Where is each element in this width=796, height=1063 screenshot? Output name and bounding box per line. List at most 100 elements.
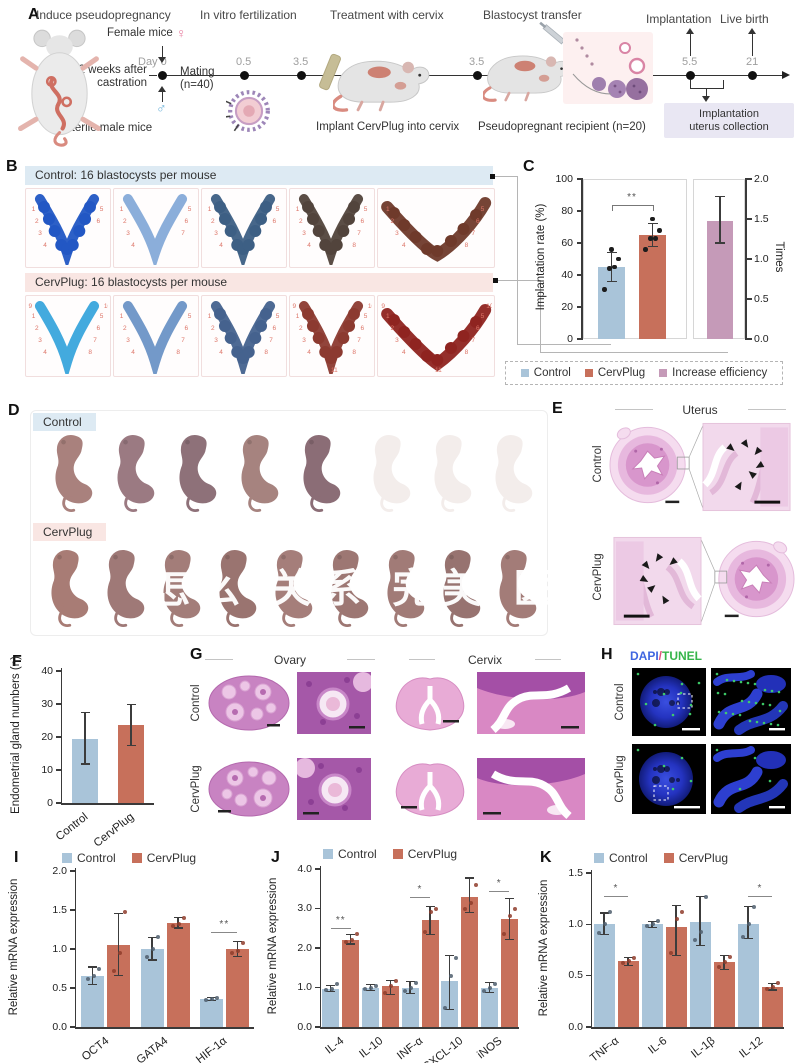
significance-line	[410, 896, 430, 898]
connector-square-control	[490, 174, 495, 179]
x-category-label: IL-6	[646, 1035, 670, 1057]
svg-text:4: 4	[43, 242, 47, 249]
svg-text:6: 6	[476, 218, 480, 225]
y-axis	[74, 868, 76, 1027]
row-label-cervplug: CervPlug	[614, 755, 626, 803]
female-mice-label: Female mice	[107, 27, 173, 39]
data-point	[602, 287, 607, 292]
error-cap	[671, 954, 681, 956]
error-bar	[84, 712, 86, 765]
significance-label: **	[627, 191, 637, 203]
bracket-bottom	[689, 88, 724, 90]
panel-h-tunel: H DAPI/TUNEL Control CervPlug	[585, 645, 796, 850]
male-arrow-head	[158, 86, 166, 92]
uterus-histology-control	[608, 416, 796, 518]
data-point	[669, 951, 673, 956]
x-axis	[319, 1027, 519, 1029]
error-cap	[647, 245, 658, 247]
error-cap	[715, 242, 725, 244]
timeline-dot-55	[685, 70, 695, 80]
step-transfer: Blastocyst transfer	[483, 8, 582, 22]
y-tick-label: 40	[561, 268, 573, 281]
pup-silhouette	[430, 545, 488, 629]
cervix-title: Cervix	[467, 653, 502, 667]
title-line-right	[748, 409, 786, 410]
legend-item: CervPlug	[663, 851, 728, 865]
svg-text:7: 7	[269, 337, 273, 344]
y-tick-label: 3.0	[297, 902, 312, 914]
row-label-control: Control	[592, 445, 604, 483]
cervix-overview-cervplug	[387, 758, 473, 820]
error-cap	[623, 964, 633, 966]
fluorescence-tile	[711, 668, 791, 736]
data-point	[632, 956, 636, 961]
panel-d-pups: D Control CervPlug	[0, 398, 638, 640]
fluorescence-tile	[711, 744, 791, 814]
y-tick-label: 0.0	[297, 1020, 312, 1033]
svg-text:6: 6	[97, 325, 101, 332]
panel-label-d: D	[8, 402, 20, 419]
error-cap	[114, 913, 124, 915]
watermark-text: 怎么 关系 完美 医院?	[150, 567, 648, 611]
legend-item: Control	[520, 367, 571, 379]
pup-silhouette	[318, 545, 376, 629]
uterus-photo: 1 2 34 5 678 9 10 11	[292, 301, 372, 374]
y-tick	[585, 872, 591, 874]
data-point	[429, 910, 433, 915]
data-point	[151, 947, 155, 951]
error-cap	[599, 912, 609, 914]
data-point	[122, 909, 127, 914]
bar	[737, 924, 759, 1027]
error-cap	[114, 974, 124, 977]
significance-line	[330, 928, 351, 930]
significance-label: **	[335, 915, 346, 927]
bracket-left	[689, 80, 691, 88]
pup-svg	[495, 434, 533, 512]
control-chip: Control	[33, 413, 96, 431]
error-cap	[647, 223, 658, 225]
data-point	[409, 985, 413, 990]
plot-frame	[583, 179, 687, 339]
y-tick-label: 1.5	[52, 903, 67, 916]
connector-line	[498, 280, 540, 281]
data-point	[656, 919, 660, 924]
data-point	[616, 256, 621, 262]
timeline-dot-35b	[472, 70, 482, 80]
y-tick-label: 80	[561, 204, 573, 217]
data-point	[182, 915, 186, 920]
legend-label: Increase efficiency	[672, 367, 768, 379]
sterile-male-label: Sterile male mice	[64, 122, 153, 134]
y-tick-label: 2.0	[52, 864, 67, 877]
cervplug-group-header: CervPlug: 16 blastocysts per mouse	[25, 273, 493, 292]
pup-silhouette	[228, 430, 286, 514]
y-tick-label-right: 0.5	[754, 292, 769, 305]
legend-item: Control	[323, 847, 377, 861]
error-cap	[715, 196, 725, 198]
y-tick	[576, 242, 582, 244]
error-cap	[326, 984, 336, 987]
uterus-image-tile: 1 2 34 5 678 9 10	[25, 295, 111, 377]
bar	[421, 919, 439, 1027]
ovary-zoom-cervplug	[297, 758, 371, 820]
castration-note-2: castration	[97, 77, 147, 89]
y-tick-label: 30	[41, 697, 53, 710]
pup-svg	[107, 549, 145, 627]
svg-text:2: 2	[35, 325, 39, 332]
error-cap	[232, 940, 242, 942]
data-point	[215, 996, 220, 1001]
svg-text:10: 10	[486, 303, 492, 310]
y-tick-label: 0.0	[568, 1020, 583, 1033]
svg-text:9: 9	[381, 303, 385, 310]
significance-label: **	[219, 918, 230, 930]
data-point	[349, 938, 354, 943]
error-cap	[445, 955, 455, 957]
legend: Control CervPlug	[62, 851, 196, 865]
cervplug-chip: CervPlug	[33, 523, 107, 541]
data-point	[607, 266, 612, 271]
cervix-zoom-cervplug	[477, 758, 585, 820]
data-point	[728, 955, 732, 960]
ovary-zoom-control	[297, 672, 371, 734]
